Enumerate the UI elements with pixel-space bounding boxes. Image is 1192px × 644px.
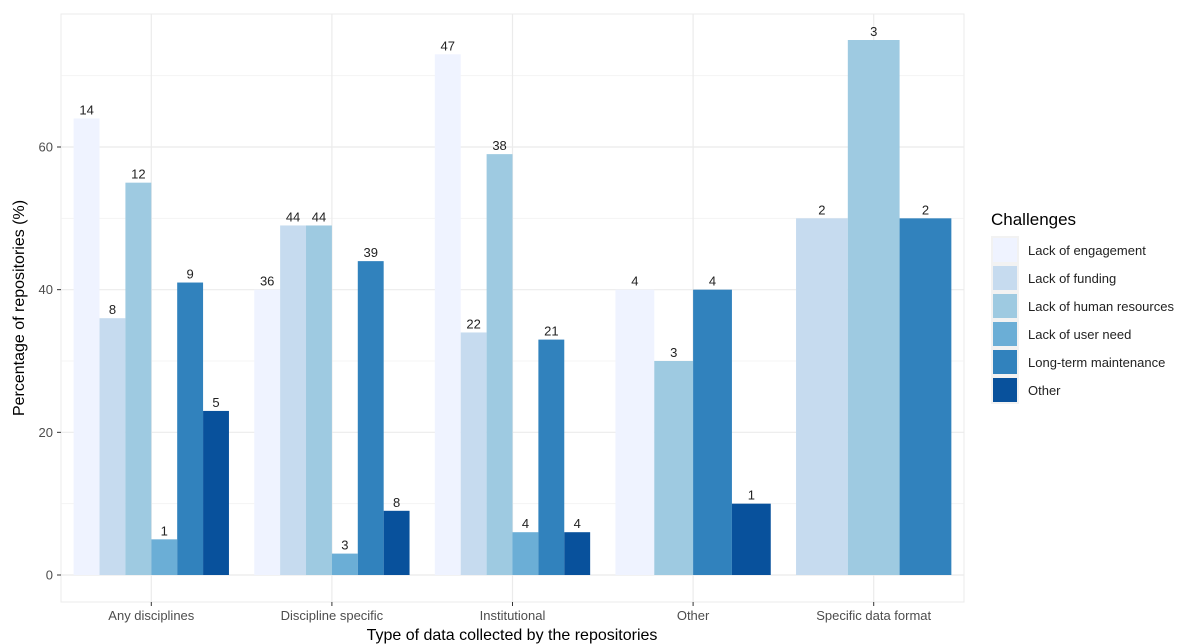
bar-value-label: 4 [522, 516, 529, 531]
y-tick-label: 40 [39, 282, 53, 297]
bar-value-label: 36 [260, 274, 274, 289]
bar-value-label: 12 [131, 167, 145, 182]
bars [73, 40, 952, 576]
bar [151, 539, 178, 575]
y-tick-label: 0 [46, 568, 53, 583]
bar [203, 410, 229, 575]
bar-value-label: 4 [574, 516, 581, 531]
legend-label: Lack of engagement [1028, 243, 1146, 258]
legend-label: Lack of funding [1028, 271, 1116, 286]
bar-value-label: 44 [312, 209, 326, 224]
x-axis-title: Type of data collected by the repositori… [367, 627, 658, 644]
y-tick-label: 20 [39, 425, 53, 440]
legend-title: Challenges [991, 210, 1076, 229]
bar [357, 261, 384, 575]
y-axis: 0 20 40 60 [39, 140, 61, 583]
legend: Challenges Lack of engagement Lack of fun… [991, 210, 1174, 404]
bar [73, 118, 100, 575]
legend-label: Other [1028, 383, 1061, 398]
legend-swatch [993, 238, 1017, 262]
x-tick-label: Discipline specific [281, 608, 384, 623]
bar-value-label: 8 [109, 302, 116, 317]
bar-value-label: 21 [544, 324, 558, 339]
bar-value-label: 47 [441, 38, 455, 53]
bar-value-label: 3 [670, 345, 677, 360]
bar-value-label: 39 [363, 245, 377, 260]
bar [512, 532, 539, 575]
bar-value-label: 4 [709, 274, 716, 289]
bar-value-label: 1 [748, 488, 755, 503]
x-tick-label: Other [677, 608, 710, 623]
bar-value-label: 5 [212, 395, 219, 410]
bar [331, 553, 358, 575]
bar [125, 182, 152, 575]
bar [654, 361, 694, 575]
bar [434, 54, 461, 576]
bar [847, 40, 900, 575]
bar [731, 503, 771, 575]
bar-value-label: 9 [187, 267, 194, 282]
bar-value-label: 8 [393, 495, 400, 510]
legend-label: Long-term maintenance [1028, 355, 1165, 370]
x-axis: Any disciplines Discipline specific Instit… [108, 602, 932, 623]
y-tick-label: 60 [39, 140, 53, 155]
bar [796, 218, 848, 576]
bar-value-label: 1 [161, 523, 168, 538]
y-axis-title: Percentage of repositories (%) [11, 200, 28, 416]
bar-value-label: 4 [631, 274, 638, 289]
bar-value-label: 3 [341, 538, 348, 553]
bar [383, 510, 410, 575]
bar-value-label: 2 [922, 202, 929, 217]
bar [306, 225, 332, 575]
bar [615, 289, 655, 575]
bar [99, 318, 126, 575]
legend-swatch [993, 322, 1017, 346]
bar-value-label: 22 [466, 316, 480, 331]
bar-value-label: 38 [492, 138, 506, 153]
bar-value-label: 14 [79, 102, 93, 117]
legend-swatch [993, 294, 1017, 318]
x-tick-label: Specific data format [816, 608, 931, 623]
legend-swatch [993, 378, 1017, 402]
x-tick-label: Any disciplines [108, 608, 194, 623]
bar-value-label: 44 [286, 209, 300, 224]
x-tick-label: Institutional [480, 608, 546, 623]
legend-swatch [993, 350, 1017, 374]
bar [564, 532, 591, 575]
bar [280, 225, 307, 575]
bar [538, 339, 565, 575]
bar [693, 289, 732, 575]
bar [254, 289, 281, 575]
bar [899, 218, 952, 576]
bar-value-label: 3 [870, 24, 877, 39]
bar [177, 282, 204, 575]
legend-label: Lack of human resources [1028, 299, 1174, 314]
legend-label: Lack of user need [1028, 327, 1131, 342]
bar-value-label: 2 [818, 202, 825, 217]
legend-swatch [993, 266, 1017, 290]
bar [486, 154, 513, 575]
bar [460, 332, 487, 575]
